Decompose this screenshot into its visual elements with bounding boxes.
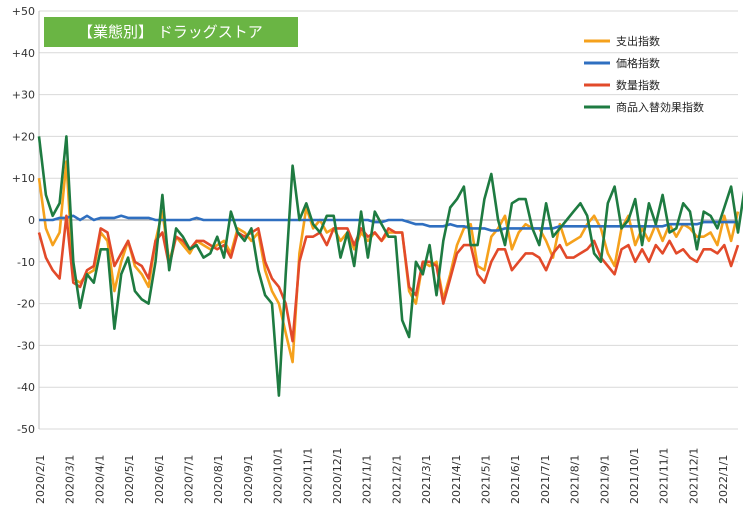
x-tick-label: 2021/7/1 [539,455,552,504]
y-tick-label: -50 [17,423,35,436]
x-tick-label: 2020/9/1 [242,455,255,504]
x-tick-label: 2020/7/1 [183,455,196,504]
legend-label: 支出指数 [616,34,660,48]
x-tick-label: 2021/6/1 [509,455,522,504]
x-tick-label: 2021/10/1 [628,448,641,504]
x-tick-label: 2021/2/1 [390,455,403,504]
y-tick-label: +30 [12,89,35,102]
y-tick-label: 0 [28,214,35,227]
x-tick-label: 2021/12/1 [687,448,700,504]
legend-label: 商品入替効果指数 [616,100,704,114]
x-tick-label: 2020/3/1 [64,455,77,504]
series-lines [37,135,743,397]
series-line-3 [37,214,740,343]
x-tick-label: 2021/8/1 [569,455,582,504]
y-tick-label: -40 [17,381,35,394]
x-tick-label: 2021/11/1 [658,448,671,504]
x-tick-label: 2021/9/1 [598,455,611,504]
x-tick-label: 2020/5/1 [123,455,136,504]
x-tick-label: 2021/5/1 [480,455,493,504]
x-tick-label: 2020/10/1 [272,448,285,504]
x-tick-label: 2020/4/1 [93,455,106,504]
chart-title: 【業態別】 ドラッグストア [44,17,298,47]
y-tick-label: +40 [12,47,35,60]
x-tick-label: 2021/3/1 [420,455,433,504]
x-tick-label: 2020/8/1 [212,455,225,504]
y-tick-label: +50 [12,5,35,18]
legend-label: 価格指数 [616,56,660,70]
x-tick-label: 2020/12/1 [331,448,344,504]
x-tick-label: 2022/1/1 [717,455,730,504]
series-line-4 [37,135,743,397]
y-tick-label: -10 [17,256,35,269]
y-tick-label: +20 [12,130,35,143]
x-tick-label: 2021/1/1 [361,455,374,504]
x-tick-label: 2020/11/1 [301,448,314,504]
x-tick-label: 2020/2/1 [34,455,47,504]
x-axis-ticks: 2020/2/1 2020/3/1 2020/4/1 2020/5/1 2020/6/1… [34,448,730,504]
x-tick-label: 2021/4/1 [450,455,463,504]
y-tick-label: -30 [17,339,35,352]
legend-label: 数量指数 [616,78,660,92]
x-tick-label: 2020/6/1 [153,455,166,504]
y-tick-label: +10 [12,172,35,185]
y-tick-label: -20 [17,298,35,311]
y-axis-ticks: +50 +40 +30 +20 +10 0 -10 -20 -30 -40 -50 [12,5,35,436]
